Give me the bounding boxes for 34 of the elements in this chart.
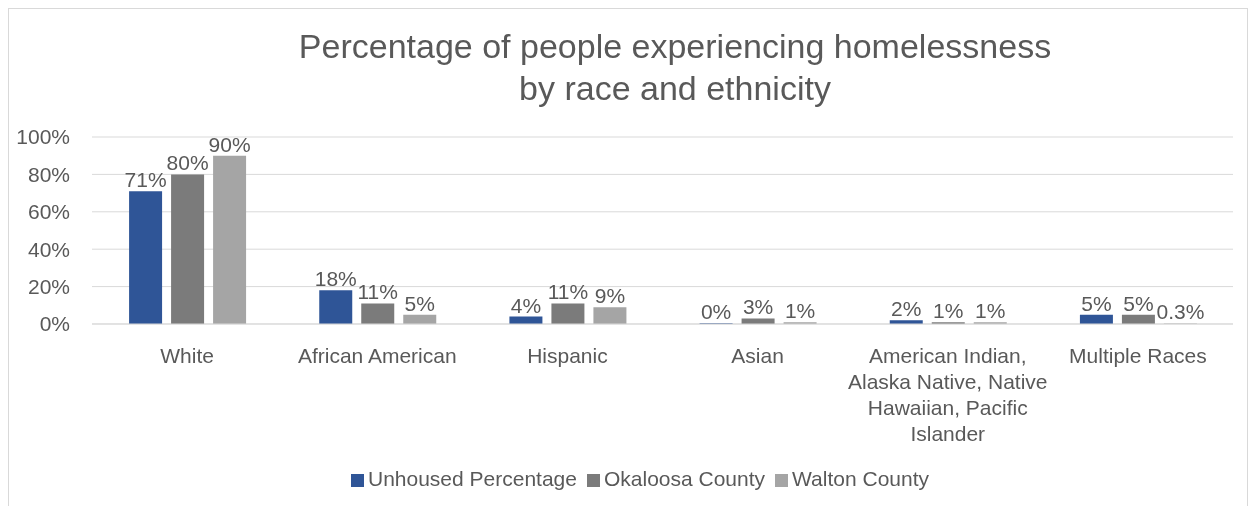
data-label: 1% [784,299,816,323]
y-tick-label: 0% [39,312,70,336]
data-label: 3% [742,295,774,319]
data-label: 1% [975,299,1006,323]
data-label: 9% [594,284,626,308]
legend-label: Unhoused Percentage [367,467,577,490]
data-label: 80% [166,151,209,175]
data-label: 0.3% [1156,300,1205,324]
x-tick-label: American Indian, Alaska Native, Native Hawaiian, Pacific Islander [847,343,1048,445]
x-tick-label: Multiple Races [1069,343,1207,367]
data-label: 2% [891,297,922,321]
data-label: 4% [510,293,542,317]
x-tick-label: Hispanic [527,343,608,367]
legend-label: Walton County [792,467,930,490]
data-label: 18% [314,267,357,291]
data-label: 5% [1123,291,1154,315]
data-label: 5% [1081,291,1112,315]
data-label: 11% [357,280,398,304]
legend-label: Okaloosa County [603,467,766,490]
data-label: 11% [547,280,589,304]
data-label: 71% [124,168,167,192]
data-label: 5% [404,291,435,315]
y-tick-label: 60% [27,200,70,224]
x-tick-label: White [160,343,214,367]
data-label: 0% [700,300,732,324]
data-label: 1% [933,299,964,323]
y-tick-label: 80% [27,162,70,186]
chart-title: Percentage of people experiencing homelessness by race and ethnicity [297,26,1053,109]
data-label: 90% [208,132,251,156]
x-tick-label: African American [297,343,457,367]
y-tick-label: 40% [27,237,70,261]
x-tick-label: Asian [731,343,784,367]
y-tick-label: 100% [16,125,70,149]
y-tick-label: 20% [27,275,70,299]
